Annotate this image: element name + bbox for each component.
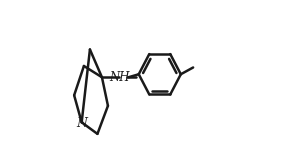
Text: N: N	[76, 117, 87, 130]
Text: NH: NH	[110, 71, 130, 84]
